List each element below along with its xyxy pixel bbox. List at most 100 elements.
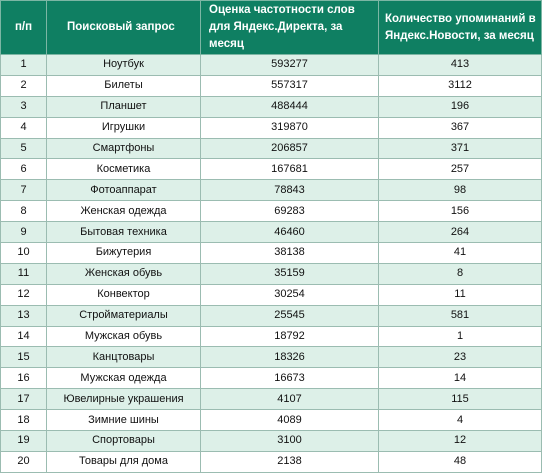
cell-yandex-direct: 2138 (200, 450, 379, 473)
cell-yandex-news: 8 (378, 262, 542, 285)
cell-number: 9 (0, 221, 47, 244)
table-row: 19 Спортовары 3100 12 (0, 430, 542, 452)
cell-yandex-direct: 18792 (200, 325, 379, 348)
cell-yandex-direct: 78843 (200, 179, 379, 202)
cell-query: Канцтовары (46, 346, 201, 369)
cell-number: 11 (0, 262, 47, 285)
table-row: 7 Фотоаппарат 78843 98 (0, 179, 542, 202)
cell-number: 13 (0, 304, 47, 327)
table-row: 18 Зимние шины 4089 4 (0, 409, 542, 432)
table-row: 3 Планшет 488444 196 (0, 95, 542, 118)
cell-yandex-news: 115 (378, 388, 542, 411)
table-row: 9 Бытовая техника 46460 264 (0, 221, 542, 244)
cell-yandex-direct: 35159 (200, 262, 379, 285)
table-row: 10 Бижутерия 38138 41 (0, 242, 542, 264)
cell-yandex-direct: 3100 (200, 430, 379, 452)
cell-query: Фотоаппарат (46, 179, 201, 202)
cell-number: 5 (0, 137, 47, 160)
table-row: 16 Мужская одежда 16673 14 (0, 367, 542, 390)
cell-yandex-direct: 69283 (200, 200, 379, 223)
cell-query: Мужская одежда (46, 367, 201, 390)
table-row: 13 Стройматериалы 25545 581 (0, 304, 542, 327)
cell-query: Косметика (46, 158, 201, 181)
table-row: 5 Смартфоны 206857 371 (0, 137, 542, 160)
column-header-number: п/п (0, 0, 47, 55)
cell-yandex-news: 48 (378, 450, 542, 473)
cell-yandex-news: 196 (378, 95, 542, 118)
table-row: 17 Ювелирные украшения 4107 115 (0, 388, 542, 411)
cell-query: Женская обувь (46, 262, 201, 285)
cell-number: 16 (0, 367, 47, 390)
cell-yandex-direct: 16673 (200, 367, 379, 390)
cell-yandex-news: 3112 (378, 74, 542, 97)
cell-yandex-direct: 4089 (200, 409, 379, 432)
cell-number: 8 (0, 200, 47, 223)
cell-yandex-news: 413 (378, 54, 542, 76)
cell-number: 3 (0, 95, 47, 118)
cell-number: 7 (0, 179, 47, 202)
cell-number: 17 (0, 388, 47, 411)
table-row: 14 Мужская обувь 18792 1 (0, 325, 542, 348)
cell-yandex-news: 264 (378, 221, 542, 244)
cell-query: Игрушки (46, 116, 201, 139)
cell-number: 12 (0, 283, 47, 306)
column-header-yandex-news: Количество упоминаний в Яндекс.Новости, … (378, 0, 542, 55)
table-header: п/п Поисковый запрос Оценка частотности … (0, 0, 542, 55)
cell-yandex-direct: 38138 (200, 242, 379, 264)
cell-query: Смартфоны (46, 137, 201, 160)
table-row: 20 Товары для дома 2138 48 (0, 450, 542, 473)
table-row: 12 Конвектор 30254 11 (0, 283, 542, 306)
cell-number: 20 (0, 450, 47, 473)
table-row: 8 Женская одежда 69283 156 (0, 200, 542, 223)
table-row: 4 Игрушки 319870 367 (0, 116, 542, 139)
cell-yandex-news: 1 (378, 325, 542, 348)
cell-yandex-news: 14 (378, 367, 542, 390)
cell-number: 15 (0, 346, 47, 369)
cell-query: Планшет (46, 95, 201, 118)
cell-query: Конвектор (46, 283, 201, 306)
cell-query: Женская одежда (46, 200, 201, 223)
cell-yandex-direct: 4107 (200, 388, 379, 411)
cell-number: 19 (0, 430, 47, 452)
cell-yandex-news: 4 (378, 409, 542, 432)
cell-query: Ноутбук (46, 54, 201, 76)
cell-yandex-news: 23 (378, 346, 542, 369)
cell-yandex-news: 41 (378, 242, 542, 264)
cell-number: 10 (0, 242, 47, 264)
table-row: 6 Косметика 167681 257 (0, 158, 542, 181)
cell-number: 14 (0, 325, 47, 348)
cell-yandex-direct: 206857 (200, 137, 379, 160)
cell-yandex-news: 257 (378, 158, 542, 181)
cell-yandex-direct: 167681 (200, 158, 379, 181)
table-row: 2 Билеты 557317 3112 (0, 74, 542, 97)
cell-number: 4 (0, 116, 47, 139)
cell-query: Спортовары (46, 430, 201, 452)
cell-yandex-direct: 46460 (200, 221, 379, 244)
cell-yandex-news: 11 (378, 283, 542, 306)
cell-query: Мужская обувь (46, 325, 201, 348)
cell-yandex-direct: 488444 (200, 95, 379, 118)
cell-query: Бижутерия (46, 242, 201, 264)
cell-yandex-news: 581 (378, 304, 542, 327)
cell-query: Стройматериалы (46, 304, 201, 327)
cell-yandex-direct: 319870 (200, 116, 379, 139)
cell-yandex-direct: 18326 (200, 346, 379, 369)
cell-yandex-direct: 557317 (200, 74, 379, 97)
cell-query: Зимние шины (46, 409, 201, 432)
cell-yandex-news: 367 (378, 116, 542, 139)
header-row: п/п Поисковый запрос Оценка частотности … (0, 0, 542, 55)
cell-query: Билеты (46, 74, 201, 97)
table-row: 15 Канцтовары 18326 23 (0, 346, 542, 369)
cell-yandex-news: 98 (378, 179, 542, 202)
cell-yandex-direct: 30254 (200, 283, 379, 306)
cell-number: 18 (0, 409, 47, 432)
cell-yandex-news: 12 (378, 430, 542, 452)
cell-number: 1 (0, 54, 47, 76)
cell-query: Ювелирные украшения (46, 388, 201, 411)
cell-query: Бытовая техника (46, 221, 201, 244)
table-body: 1 Ноутбук 593277 413 2 Билеты 557317 3112 3 Планш… (0, 54, 542, 473)
cell-yandex-news: 156 (378, 200, 542, 223)
cell-yandex-direct: 25545 (200, 304, 379, 327)
column-header-query: Поисковый запрос (46, 0, 201, 55)
